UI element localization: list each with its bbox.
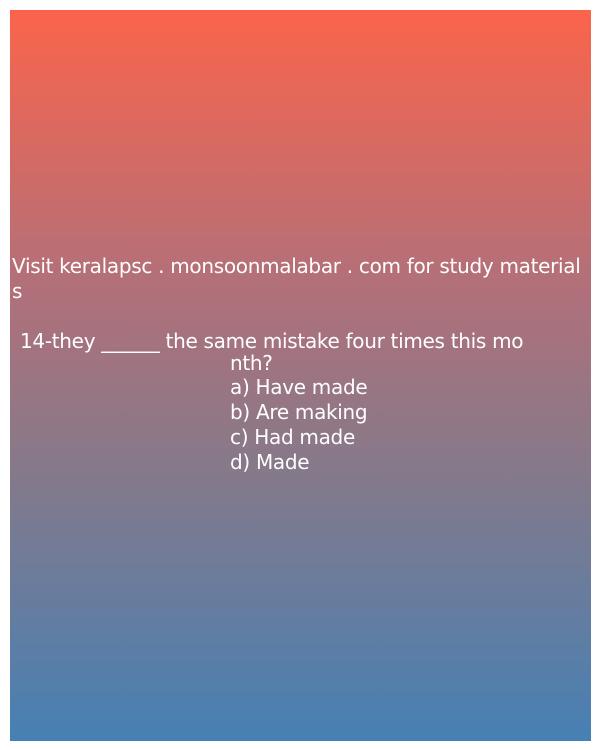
question-line-2: nth? xyxy=(230,351,273,375)
option-c: c) Had made xyxy=(230,425,355,449)
answer-options: a) Have made b) Are making c) Had made d… xyxy=(230,375,368,475)
option-d: d) Made xyxy=(230,450,310,474)
option-b: b) Are making xyxy=(230,400,368,424)
question-line-1: 14-they ______ the same mistake four tim… xyxy=(20,329,524,353)
option-a: a) Have made xyxy=(230,375,368,399)
question-card: Visit keralapsc . monsoonmalabar . com f… xyxy=(10,10,591,741)
promo-text: Visit keralapsc . monsoonmalabar . com f… xyxy=(12,254,581,303)
